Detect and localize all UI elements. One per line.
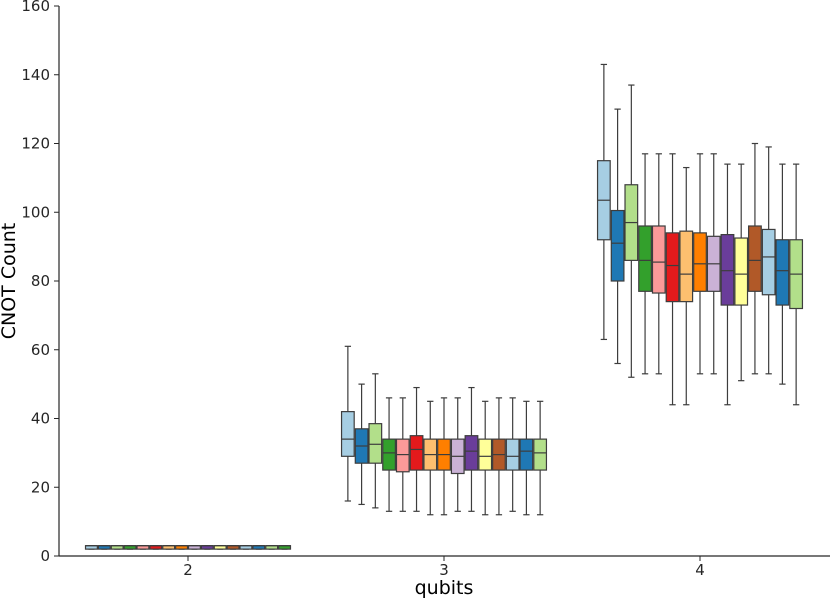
boxes-layer [84, 63, 804, 550]
box [340, 411, 355, 457]
y-tick-label: 160 [21, 0, 50, 15]
box [734, 237, 749, 306]
box [761, 228, 776, 296]
box [409, 435, 424, 471]
box [519, 438, 534, 471]
box [610, 209, 625, 282]
y-tick-label: 40 [31, 410, 50, 428]
box [748, 225, 762, 292]
y-tick-label: 120 [21, 135, 50, 153]
x-tick-label: 4 [695, 561, 705, 579]
x-tick-label: 3 [439, 561, 449, 579]
x-axis-label: qubits [415, 577, 474, 599]
box [368, 423, 383, 464]
y-tick-label: 80 [31, 272, 50, 290]
y-ticks: 0 20 40 60 80 100 120 140 160 [21, 0, 59, 565]
y-tick-label: 60 [31, 341, 50, 359]
box [505, 438, 520, 471]
y-tick-label: 0 [40, 547, 50, 565]
box [533, 438, 548, 471]
y-tick-label: 20 [31, 478, 50, 496]
box [720, 233, 735, 306]
box [651, 225, 666, 294]
box [638, 225, 652, 292]
box-group-4 [596, 63, 804, 406]
box-group-3 [340, 345, 548, 516]
x-ticks: 2 3 4 [183, 556, 705, 579]
x-tick-label: 2 [183, 561, 193, 579]
box [665, 232, 680, 303]
box [478, 438, 493, 471]
box [395, 438, 410, 473]
box [775, 239, 790, 306]
y-tick-label: 140 [21, 66, 50, 84]
y-tick-label: 100 [21, 203, 50, 221]
box [464, 435, 479, 471]
box [382, 438, 396, 471]
box-group-2 [84, 545, 292, 550]
box [693, 232, 707, 292]
box [679, 230, 694, 303]
y-axis-label: CNOT Count [0, 223, 20, 340]
